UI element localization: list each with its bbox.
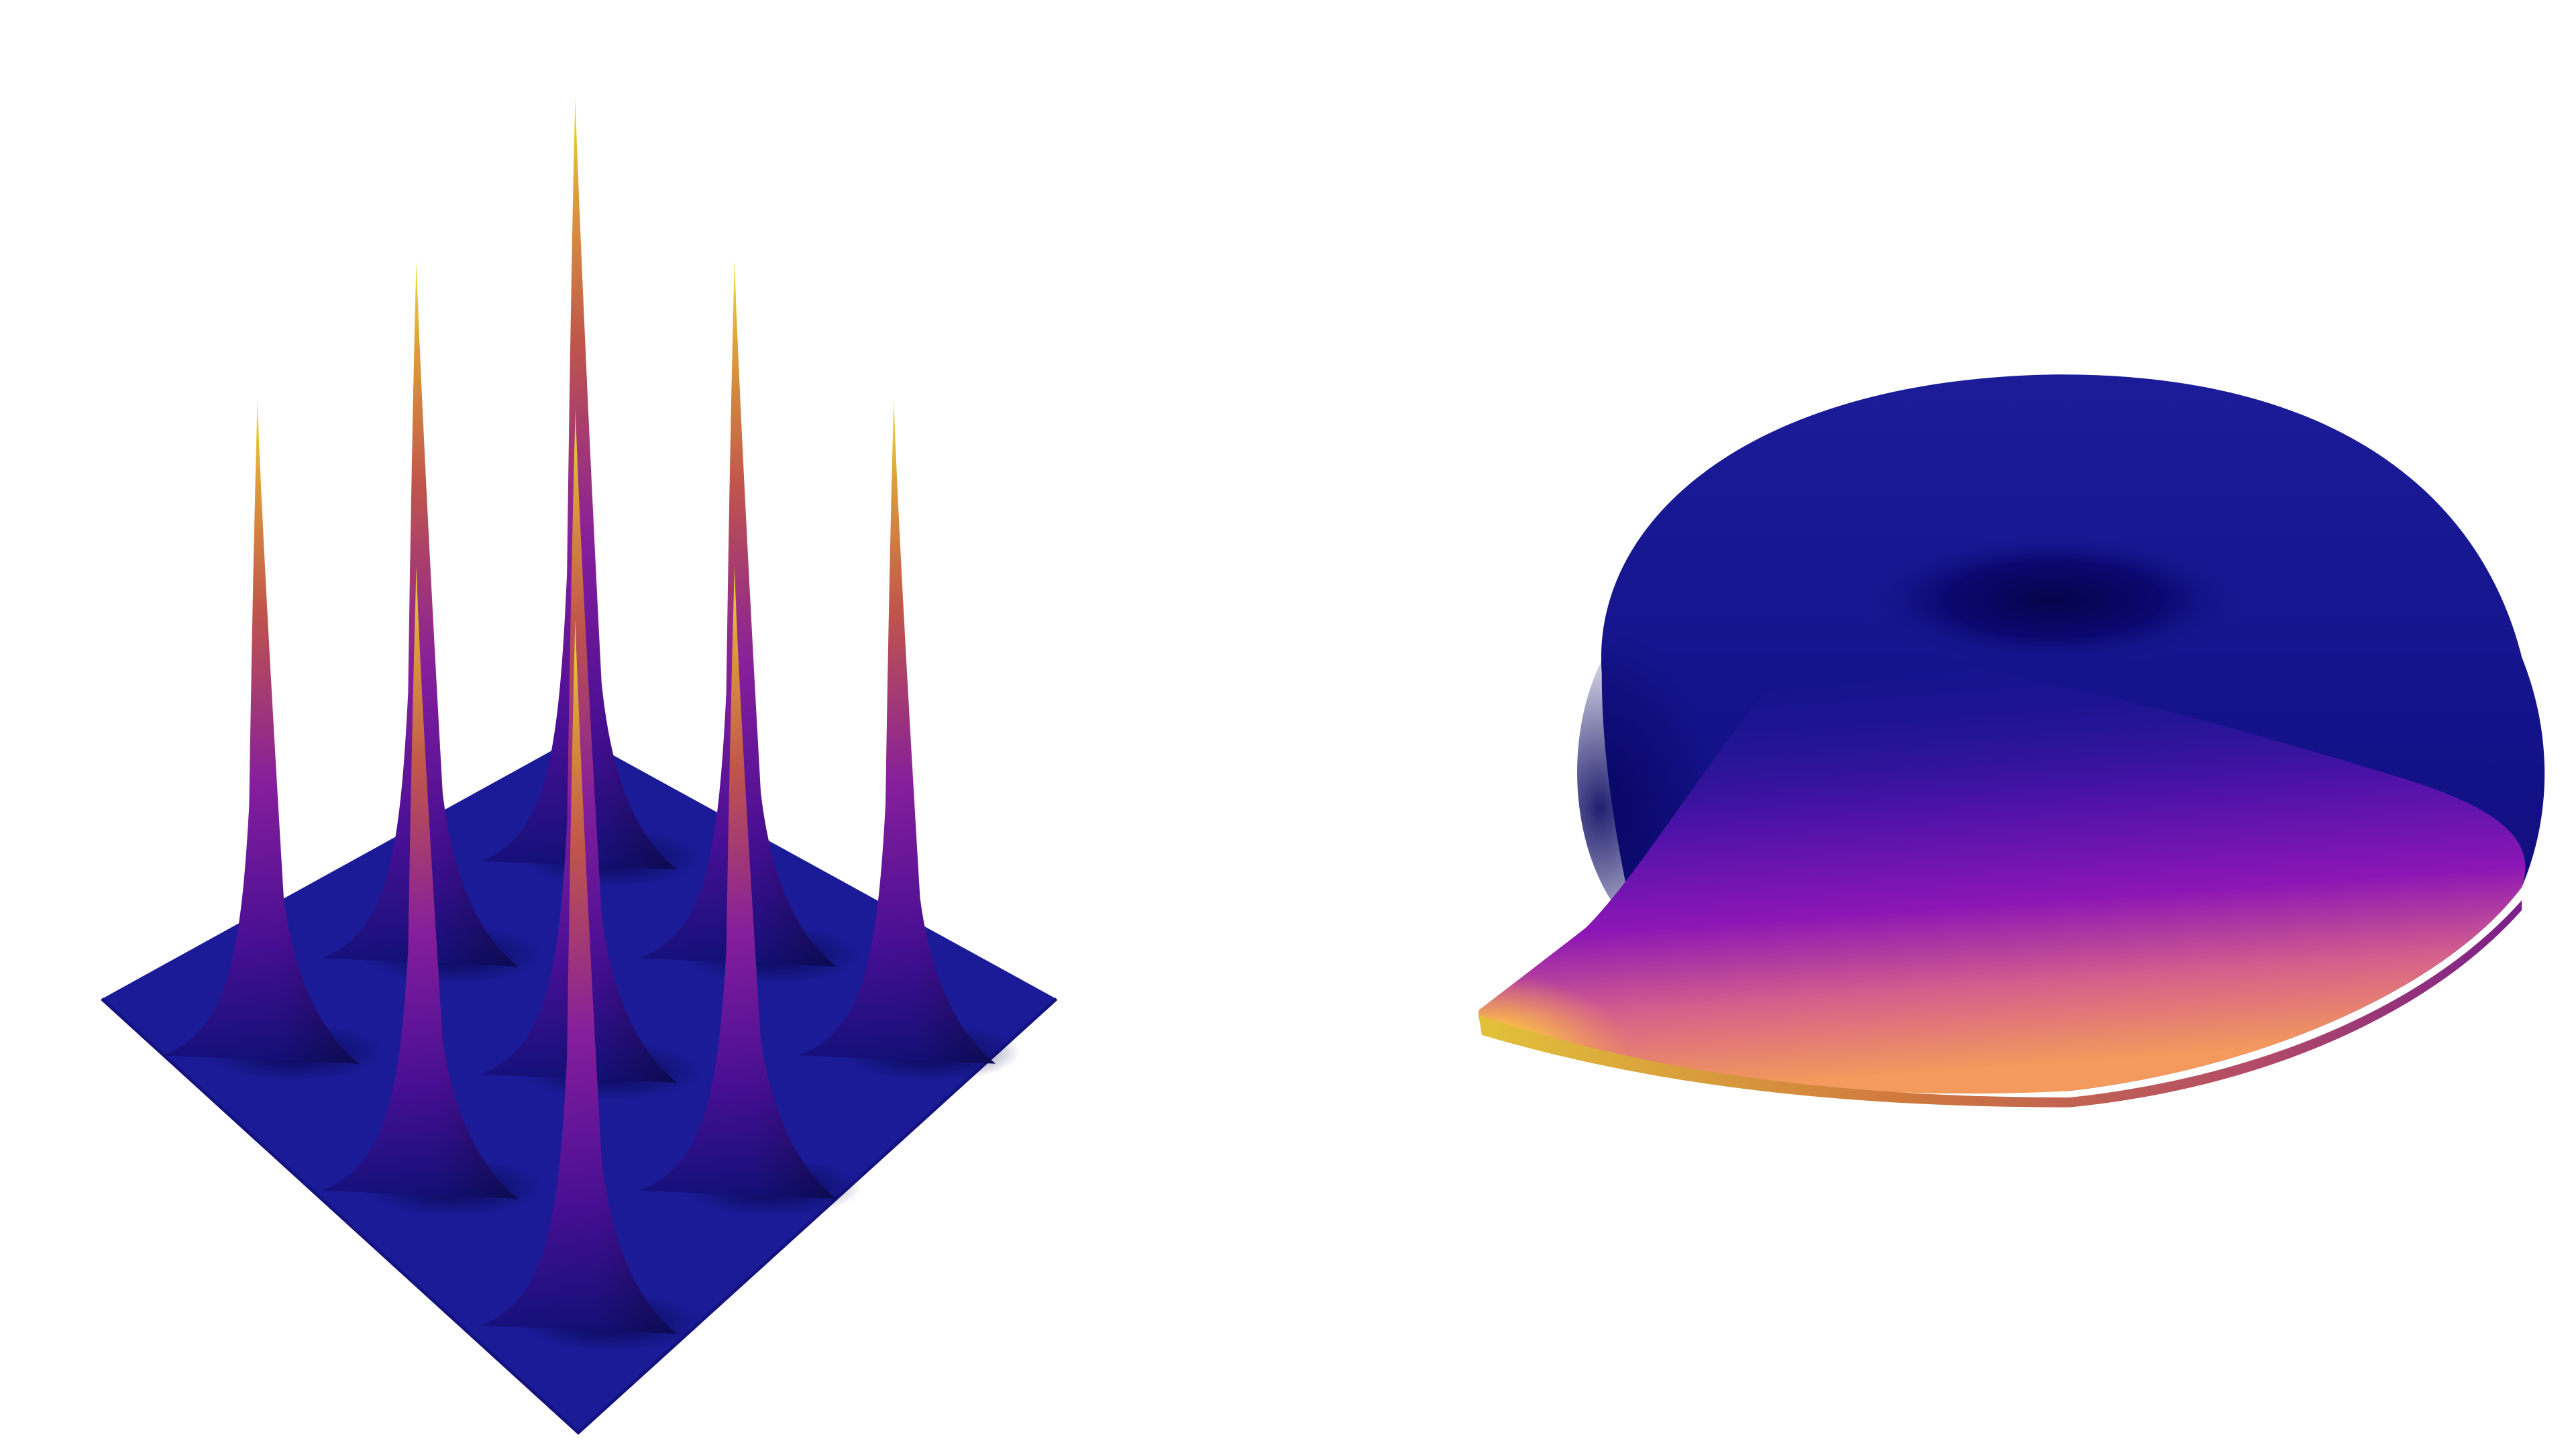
peaks-surface <box>101 97 1058 1435</box>
peaks-group <box>162 97 1020 1352</box>
peak-shade <box>480 619 678 1334</box>
torus-surface <box>1479 374 2545 1108</box>
peak-shade <box>321 260 519 967</box>
peak-shade <box>162 398 360 1064</box>
peak-shade <box>639 260 837 967</box>
peak-shade <box>798 398 996 1064</box>
peak-shade <box>321 566 519 1199</box>
peak-shade <box>639 566 837 1199</box>
torus-sheet-highlight <box>1479 821 1906 1095</box>
peak-shade <box>480 97 678 870</box>
torus-hole <box>1856 531 2251 669</box>
base-plane-edge <box>101 998 1058 1435</box>
